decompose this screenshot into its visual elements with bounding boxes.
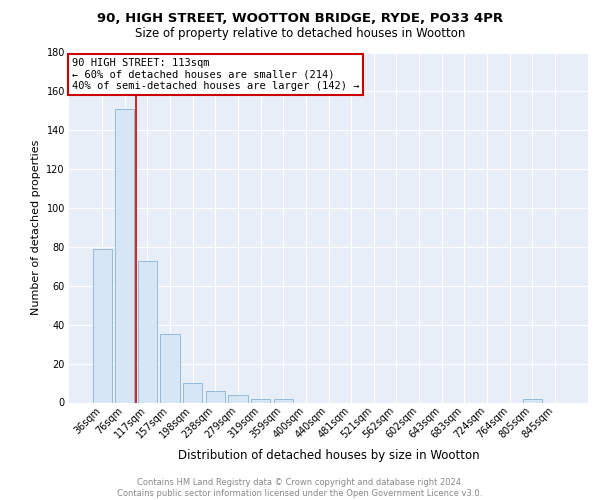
Text: Contains HM Land Registry data © Crown copyright and database right 2024.
Contai: Contains HM Land Registry data © Crown c… <box>118 478 482 498</box>
Bar <box>115 109 134 403</box>
Bar <box>229 394 248 402</box>
Text: 90 HIGH STREET: 113sqm
← 60% of detached houses are smaller (214)
40% of semi-de: 90 HIGH STREET: 113sqm ← 60% of detached… <box>71 58 359 91</box>
Y-axis label: Number of detached properties: Number of detached properties <box>31 140 41 315</box>
Bar <box>274 398 293 402</box>
Bar <box>251 398 270 402</box>
Bar <box>138 260 157 402</box>
Text: Size of property relative to detached houses in Wootton: Size of property relative to detached ho… <box>135 28 465 40</box>
Bar <box>206 391 225 402</box>
X-axis label: Distribution of detached houses by size in Wootton: Distribution of detached houses by size … <box>178 448 479 462</box>
Bar <box>183 383 202 402</box>
Text: 90, HIGH STREET, WOOTTON BRIDGE, RYDE, PO33 4PR: 90, HIGH STREET, WOOTTON BRIDGE, RYDE, P… <box>97 12 503 26</box>
Bar <box>523 398 542 402</box>
Bar <box>92 249 112 402</box>
Bar <box>160 334 180 402</box>
